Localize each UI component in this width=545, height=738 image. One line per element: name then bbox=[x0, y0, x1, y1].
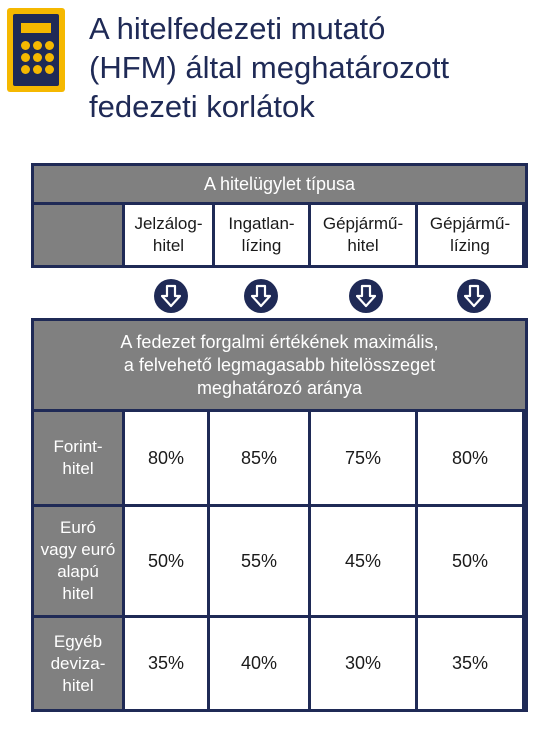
ratio-value: 50% bbox=[418, 507, 522, 615]
hfm-table: A hitelügylet típusa Jelzálog-hitel Inga… bbox=[31, 163, 528, 712]
calculator-icon bbox=[7, 8, 65, 92]
column-header-car-loan: Gépjármű-hitel bbox=[311, 205, 415, 265]
row-label: Egyéb deviza-hitel bbox=[34, 618, 122, 709]
arrow-down-icon bbox=[349, 279, 383, 313]
ratio-value: 80% bbox=[418, 412, 522, 504]
column-header-mortgage-loan: Jelzálog-hitel bbox=[125, 205, 212, 265]
loan-type-heading: A hitelügylet típusa bbox=[34, 166, 525, 202]
ratio-value: 35% bbox=[418, 618, 522, 709]
ratio-value: 30% bbox=[311, 618, 415, 709]
column-header-property-leasing: Ingatlan-lízing bbox=[215, 205, 308, 265]
table-row-other-currency-loan: Egyéb deviza-hitel 35% 40% 30% 35% bbox=[34, 618, 525, 709]
arrow-down-icon bbox=[244, 279, 278, 313]
ratio-value: 80% bbox=[125, 412, 207, 504]
corner-cell bbox=[34, 205, 122, 265]
ratio-value: 85% bbox=[210, 412, 308, 504]
ratio-value: 55% bbox=[210, 507, 308, 615]
ratio-value: 75% bbox=[311, 412, 415, 504]
loan-type-row: Jelzálog-hitel Ingatlan-lízing Gépjármű-… bbox=[34, 205, 525, 265]
ratio-panel: A fedezet forgalmi értékének maximális, … bbox=[31, 318, 528, 712]
ratio-value: 40% bbox=[210, 618, 308, 709]
arrow-down-icon bbox=[457, 279, 491, 313]
table-row-euro-loan: Euró vagy euró alapú hitel 50% 55% 45% 50% bbox=[34, 507, 525, 615]
table-row-forint-loan: Forint-hitel 80% 85% 75% 80% bbox=[34, 412, 525, 504]
ratio-value: 45% bbox=[311, 507, 415, 615]
row-label: Euró vagy euró alapú hitel bbox=[34, 507, 122, 615]
title-line: A hitelfedezeti mutató bbox=[89, 11, 386, 46]
ratio-value: 50% bbox=[125, 507, 207, 615]
loan-type-panel: A hitelügylet típusa Jelzálog-hitel Inga… bbox=[31, 163, 528, 268]
calculator-keys bbox=[21, 41, 54, 74]
calculator-body bbox=[13, 14, 59, 86]
arrow-down-icon bbox=[154, 279, 188, 313]
ratio-value: 35% bbox=[125, 618, 207, 709]
header: A hitelfedezeti mutató (HFM) által megha… bbox=[0, 0, 545, 140]
page-title: A hitelfedezeti mutató (HFM) által megha… bbox=[89, 9, 519, 126]
title-line: (HFM) által meghatározott bbox=[89, 50, 450, 85]
column-header-car-leasing: Gépjármű-lízing bbox=[418, 205, 522, 265]
row-label: Forint-hitel bbox=[34, 412, 122, 504]
ratio-heading: A fedezet forgalmi értékének maximális, … bbox=[34, 321, 525, 409]
calculator-screen bbox=[21, 23, 51, 33]
arrow-row bbox=[31, 268, 528, 318]
title-line: fedezeti korlátok bbox=[89, 89, 315, 124]
